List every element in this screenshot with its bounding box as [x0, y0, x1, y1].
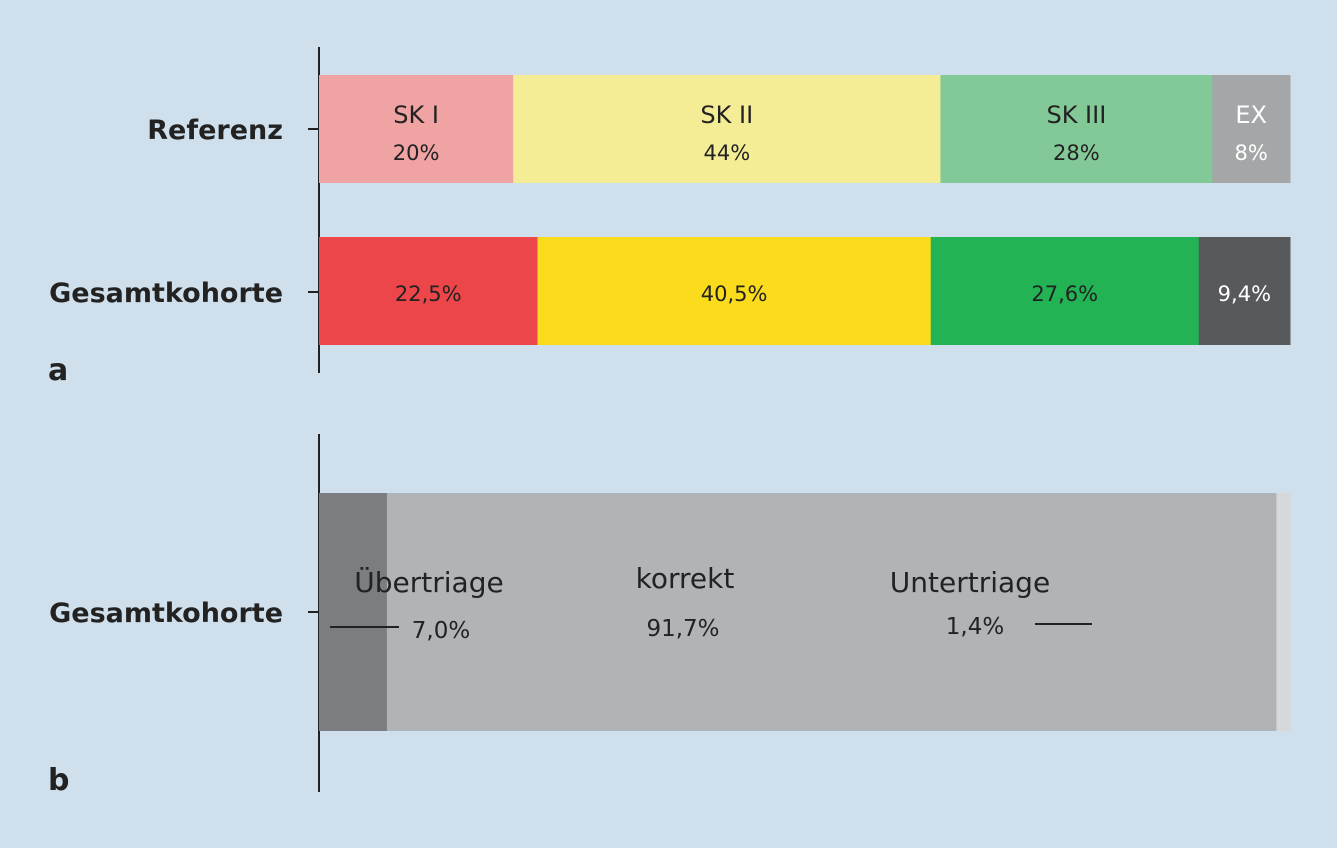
category-label-gesamtkohorte-a: Gesamtkohorte [49, 278, 283, 309]
bar-segment-referenz-ex [1212, 75, 1291, 183]
bar-referenz: SK I 20% SK II 44% SK III 28% EX 8% [319, 75, 1291, 183]
segment-value-gesamtkohorte-2: 27,6% [1031, 282, 1098, 306]
segment-value-gesamtkohorte-0: 22,5% [395, 282, 462, 306]
bar-segment-gesamtkohorte-40-5 [537, 237, 932, 345]
segment-value-referenz-1: 44% [703, 141, 750, 165]
bar-segment-referenz-sk-iii [940, 75, 1213, 183]
segment-label-sk-i: SK I [393, 101, 439, 129]
bar-segment-gesamtkohorte-22-5 [319, 237, 538, 345]
bar-gesamtkohorte-b [319, 493, 1291, 731]
bar-segment-gesamtkohorte-untertriage [1276, 493, 1291, 731]
panel-a: Referenz Gesamtkohorte a SK I 20% SK II 44%… [48, 47, 1291, 388]
bar-gesamtkohorte-a: 22,5% 40,5% 27,6% 9,4% [319, 237, 1291, 345]
bar-segment-referenz-sk-ii [513, 75, 941, 183]
bar-segment-gesamtkohorte-27-6 [930, 237, 1200, 345]
bar-segment-gesamtkohorte-korrekt [386, 493, 1277, 731]
label-korrekt: korrekt [636, 562, 735, 595]
segment-value-referenz-3: 8% [1234, 141, 1267, 165]
segment-label-ex: EX [1235, 101, 1267, 129]
value-uebertriage: 7,0% [412, 618, 470, 644]
segment-value-gesamtkohorte-1: 40,5% [701, 282, 768, 306]
segment-value-gesamtkohorte-3: 9,4% [1218, 282, 1271, 306]
label-uebertriage: Übertriage [354, 565, 503, 599]
value-untertriage: 1,4% [946, 614, 1004, 640]
panel-label-b: b [48, 763, 69, 798]
segment-label-sk-iii: SK III [1046, 101, 1106, 129]
segment-value-referenz-2: 28% [1053, 141, 1100, 165]
label-untertriage: Untertriage [890, 566, 1050, 599]
value-korrekt: 91,7% [646, 616, 719, 642]
panel-b: Gesamtkohorte b Übertriage 7,0% korrekt … [48, 434, 1291, 798]
category-label-referenz: Referenz [147, 115, 283, 146]
bar-segment-gesamtkohorte-uebertriage [319, 493, 388, 731]
bar-segment-gesamtkohorte-9-4 [1198, 237, 1291, 345]
panel-label-a: a [48, 353, 68, 388]
bar-segment-referenz-sk-i [319, 75, 514, 183]
segment-value-referenz-0: 20% [393, 141, 440, 165]
category-label-gesamtkohorte-b: Gesamtkohorte [49, 598, 283, 629]
segment-label-sk-ii: SK II [700, 101, 753, 129]
